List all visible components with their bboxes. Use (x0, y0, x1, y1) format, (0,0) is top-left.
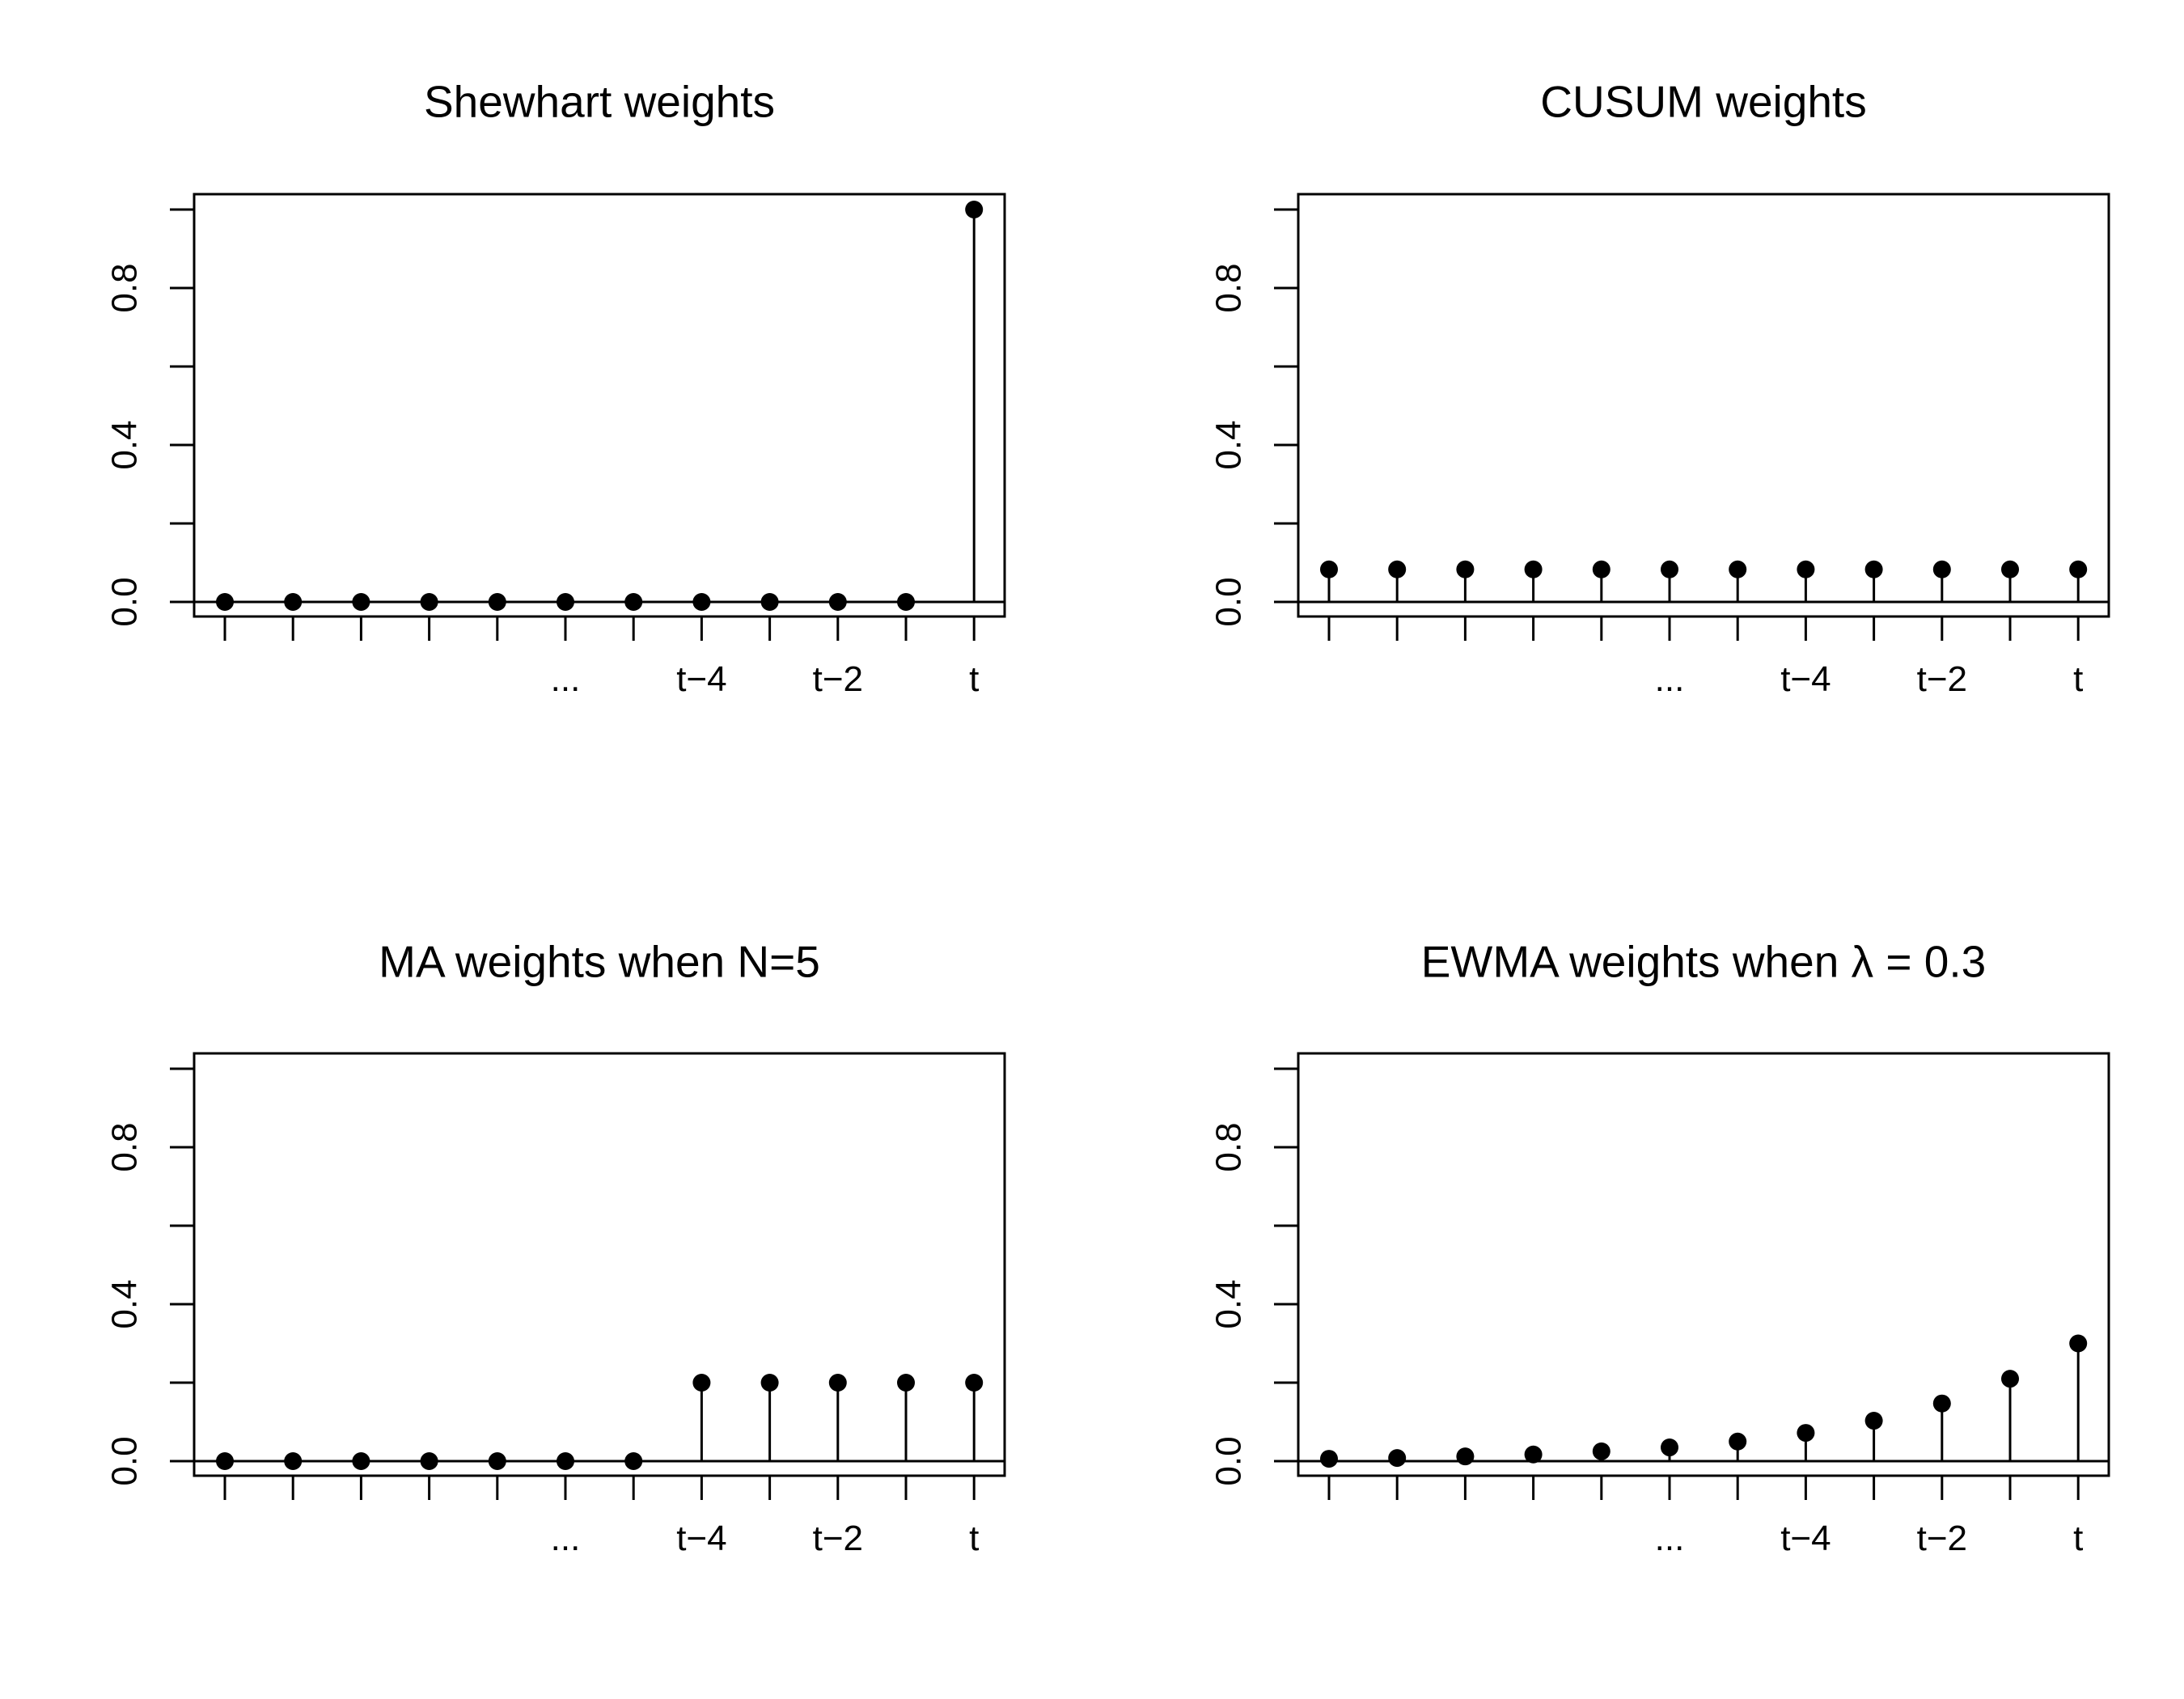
weight-point (692, 1374, 711, 1392)
chart-title: CUSUM weights (1540, 77, 1866, 127)
x-tick-label: t (2073, 659, 2083, 699)
weight-point (1388, 560, 1407, 578)
weight-point (1729, 1432, 1747, 1451)
chart-title: Shewhart weights (424, 77, 775, 127)
weight-point (557, 1452, 574, 1470)
y-tick-label: 0.8 (1209, 263, 1249, 312)
weight-point (1661, 1438, 1678, 1457)
x-tick-label: t−2 (1917, 659, 1967, 699)
x-tick-label: ... (551, 1519, 581, 1558)
x-tick-label: t−4 (676, 1519, 726, 1558)
x-tick-label: ... (1655, 1519, 1685, 1558)
weight-point (1456, 1447, 1475, 1466)
y-tick-label: 0.0 (1209, 1436, 1249, 1485)
weight-point (1456, 560, 1475, 578)
weight-point (1797, 1424, 1815, 1443)
x-tick-label: ... (1655, 659, 1685, 699)
weight-point (1932, 560, 1951, 578)
weight-point (1524, 1445, 1543, 1464)
weight-point (284, 1452, 303, 1470)
chart-panel-4: EWMA weights when λ = 0.3 0.0 0.4 0.8... t−4… (1209, 937, 2110, 1558)
weight-point (692, 593, 711, 611)
x-tick-label: t (2073, 1519, 2083, 1558)
chart-panel-2: CUSUM weights 0.0 0.4 0.8... t−4 t−2 t (1209, 77, 2110, 699)
weight-point (1320, 560, 1338, 578)
plot-frame (1297, 1052, 2110, 1477)
plot-frame (193, 1052, 1006, 1477)
x-tick-label: t−2 (813, 659, 863, 699)
weight-point (1592, 1442, 1610, 1460)
y-tick-label: 0.4 (1209, 420, 1249, 469)
weight-point (2069, 1334, 2088, 1353)
x-tick-label: t−2 (813, 1519, 863, 1558)
y-tick-label: 0.0 (105, 1436, 145, 1485)
weight-point (557, 593, 574, 611)
weight-point (965, 201, 984, 218)
x-tick-label: t−4 (676, 659, 726, 699)
chart-panel-3: MA weights when N=5 0.0 0.4 0.8... t−4 t−2 t (105, 937, 1006, 1558)
x-tick-label: t−4 (1780, 659, 1831, 699)
chart-title: MA weights when N=5 (379, 937, 820, 987)
weight-point (1797, 560, 1815, 578)
y-tick-label: 0.0 (1209, 577, 1249, 626)
weight-point (488, 1452, 506, 1470)
weight-point (760, 593, 779, 611)
x-tick-label: t−4 (1780, 1519, 1831, 1558)
weight-point (216, 593, 234, 611)
weight-point (2001, 1370, 2019, 1388)
weight-point (1932, 1394, 1951, 1413)
weight-point (1388, 1449, 1407, 1468)
chart-title: EWMA weights when λ = 0.3 (1421, 937, 1987, 987)
weight-point (352, 593, 370, 611)
weight-point (624, 593, 643, 611)
y-tick-label: 0.0 (105, 577, 145, 626)
weight-point (897, 593, 915, 611)
weight-point (284, 593, 303, 611)
x-tick-label: ... (551, 659, 581, 699)
y-tick-label: 0.4 (105, 420, 145, 469)
y-tick-label: 0.8 (105, 1122, 145, 1172)
y-tick-label: 0.8 (105, 263, 145, 312)
weight-point (352, 1452, 370, 1470)
y-tick-label: 0.4 (1209, 1279, 1249, 1328)
weight-point (624, 1452, 643, 1470)
weight-point (828, 593, 847, 611)
plot-frame (193, 193, 1006, 618)
weight-point (828, 1374, 847, 1392)
weight-point (488, 593, 506, 611)
weight-point (2001, 560, 2019, 578)
x-tick-label: t (969, 659, 979, 699)
weight-point (2069, 560, 2088, 578)
weight-point (1661, 560, 1678, 578)
y-tick-label: 0.8 (1209, 1122, 1249, 1172)
weight-point (1524, 560, 1543, 578)
weight-point (420, 1452, 438, 1470)
weight-point (216, 1452, 234, 1470)
weight-point (1320, 1450, 1338, 1468)
x-tick-label: t−2 (1917, 1519, 1967, 1558)
weight-point (897, 1374, 915, 1392)
weight-point (1864, 1412, 1883, 1430)
weight-point (1864, 560, 1883, 578)
y-tick-label: 0.4 (105, 1279, 145, 1328)
chart-panel-1: Shewhart weights 0.0 0.4 0.8... t−4 t−2 t (105, 77, 1006, 699)
weight-point (1729, 560, 1747, 578)
plot-frame (1297, 193, 2110, 618)
weight-point (965, 1374, 984, 1392)
weight-point (420, 593, 438, 611)
weight-point (1592, 560, 1610, 578)
weight-point (760, 1374, 779, 1392)
x-tick-label: t (969, 1519, 979, 1558)
